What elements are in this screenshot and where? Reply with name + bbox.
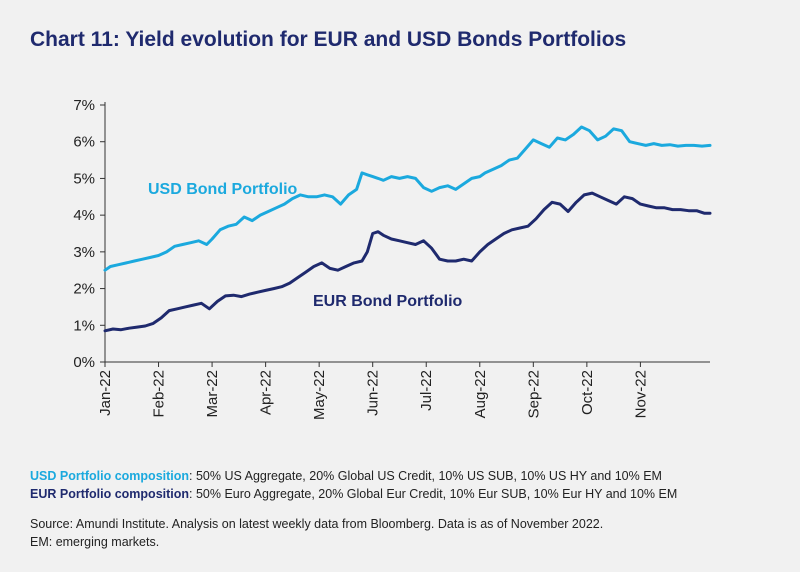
usd-composition-text: : 50% US Aggregate, 20% Global US Credit… bbox=[189, 469, 662, 483]
line-chart: 0% 1% 2% 3% 4% 5% 6% 7% Jan-22 Feb-22 Mar-22 Apr-22… bbox=[73, 97, 712, 420]
usd-composition-note: USD Portfolio composition: 50% US Aggreg… bbox=[30, 467, 677, 485]
y-tick-label: 1% bbox=[73, 317, 95, 334]
y-tick-label: 5% bbox=[73, 170, 95, 187]
chart-title: Chart 11: Yield evolution for EUR and US… bbox=[30, 28, 627, 51]
eur-series-line bbox=[103, 191, 712, 333]
y-tick-label: 3% bbox=[73, 244, 95, 261]
eur-series-label: EUR Bond Portfolio bbox=[313, 293, 463, 310]
x-tick-label: Feb-22 bbox=[151, 370, 168, 418]
y-tick-label: 7% bbox=[73, 97, 95, 114]
usd-series-label: USD Bond Portfolio bbox=[148, 181, 298, 198]
eur-composition-note: EUR Portfolio composition: 50% Euro Aggr… bbox=[30, 485, 677, 503]
x-tick-label: Mar-22 bbox=[204, 370, 221, 418]
x-tick-label: Jun-22 bbox=[365, 370, 382, 416]
y-tick-label: 6% bbox=[73, 134, 95, 151]
y-tick-label: 0% bbox=[73, 354, 95, 371]
source-note: Source: Amundi Institute. Analysis on la… bbox=[30, 515, 603, 551]
x-tick-label: Sep-22 bbox=[525, 370, 542, 418]
x-tick-label: Nov-22 bbox=[632, 370, 649, 418]
x-tick-label: Apr-22 bbox=[258, 370, 275, 415]
usd-composition-heading: USD Portfolio composition bbox=[30, 469, 190, 483]
composition-notes: USD Portfolio composition: 50% US Aggreg… bbox=[30, 467, 677, 503]
x-tick-label: Oct-22 bbox=[579, 370, 596, 415]
usd-series-line bbox=[103, 125, 712, 272]
source-line: Source: Amundi Institute. Analysis on la… bbox=[30, 517, 604, 531]
x-tick-label: May-22 bbox=[311, 370, 328, 420]
em-footnote: EM: emerging markets. bbox=[30, 535, 160, 549]
x-tick-label: Jul-22 bbox=[418, 370, 435, 411]
x-tick-label: Aug-22 bbox=[472, 370, 489, 418]
x-tick-label: Jan-22 bbox=[97, 370, 114, 416]
y-tick-label: 4% bbox=[73, 207, 95, 224]
eur-composition-text: : 50% Euro Aggregate, 20% Global Eur Cre… bbox=[189, 487, 678, 501]
eur-composition-heading: EUR Portfolio composition bbox=[30, 487, 190, 501]
y-tick-label: 2% bbox=[73, 281, 95, 298]
